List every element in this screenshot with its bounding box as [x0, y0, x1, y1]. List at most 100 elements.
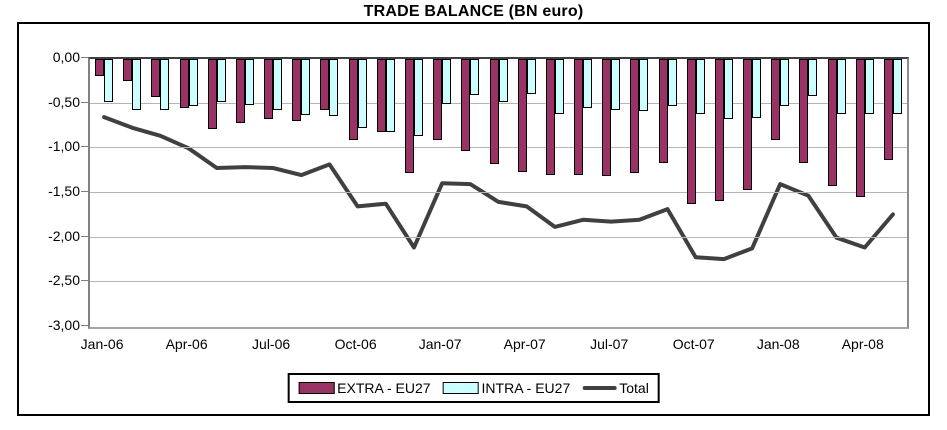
bar-intra-eu27 — [301, 59, 311, 115]
bar-extra-eu27 — [376, 59, 386, 132]
total-line-swatch-icon — [582, 386, 617, 390]
bar-intra-eu27 — [836, 59, 846, 114]
bar-intra-eu27 — [442, 59, 452, 104]
bar-extra-eu27 — [630, 59, 640, 173]
x-axis-label: Apr-08 — [841, 336, 884, 352]
legend-item-extra: EXTRA - EU27 — [298, 380, 431, 396]
legend-label-extra: EXTRA - EU27 — [337, 380, 431, 396]
x-axis-label: Jan-08 — [756, 336, 800, 352]
bar-extra-eu27 — [292, 59, 302, 121]
chart-title: TRADE BALANCE (BN euro) — [363, 3, 584, 20]
y-axis-labels: 0,00 -0,50 -1,00 -1,50 -2,00 -2,50 -3,00 — [14, 49, 80, 333]
bar-extra-eu27 — [433, 59, 443, 140]
bar-extra-eu27 — [574, 59, 584, 175]
bar-intra-eu27 — [639, 59, 649, 111]
bar-intra-eu27 — [695, 59, 705, 114]
y-axis-tick — [81, 57, 88, 58]
bar-intra-eu27 — [273, 59, 283, 110]
intra-eu27-swatch-icon — [442, 382, 479, 394]
x-axis-label: Oct-07 — [672, 336, 715, 352]
bar-intra-eu27 — [752, 59, 762, 118]
legend-item-intra: INTRA - EU27 — [442, 380, 570, 396]
bar-intra-eu27 — [104, 59, 114, 102]
y-axis-tick — [81, 101, 88, 103]
bar-extra-eu27 — [95, 59, 105, 76]
bar-intra-eu27 — [808, 59, 818, 96]
bar-intra-eu27 — [864, 59, 874, 114]
y-axis-tick — [81, 280, 88, 282]
bar-extra-eu27 — [151, 59, 161, 97]
bar-intra-eu27 — [385, 59, 395, 132]
x-axis-label: Jan-07 — [418, 336, 462, 352]
extra-eu27-swatch-icon — [298, 382, 335, 394]
y-axis-label: -1,50 — [48, 183, 80, 199]
x-axis-label: Jul-06 — [252, 336, 291, 352]
bar-intra-eu27 — [526, 59, 536, 94]
bar-intra-eu27 — [780, 59, 790, 106]
bar-extra-eu27 — [545, 59, 555, 175]
bar-extra-eu27 — [461, 59, 471, 151]
bar-extra-eu27 — [686, 59, 696, 204]
bar-extra-eu27 — [264, 59, 274, 119]
x-axis-label: Jan-06 — [80, 336, 124, 352]
y-axis-label: -0,50 — [48, 93, 80, 110]
bar-extra-eu27 — [320, 59, 330, 110]
y-axis-tick — [81, 191, 88, 192]
gridline — [90, 236, 907, 238]
bar-intra-eu27 — [611, 59, 621, 110]
bar-intra-eu27 — [188, 59, 198, 106]
gridline — [90, 192, 907, 193]
bar-extra-eu27 — [489, 59, 499, 164]
y-axis-label: 0,00 — [52, 49, 80, 65]
plot-area — [88, 57, 909, 329]
bar-intra-eu27 — [160, 59, 170, 110]
gridline — [90, 102, 907, 104]
legend: EXTRA - EU27 INTRA - EU27 Total — [287, 373, 660, 403]
bar-extra-eu27 — [743, 59, 753, 190]
bar-intra-eu27 — [554, 59, 564, 114]
x-axis-label: Apr-06 — [165, 336, 208, 352]
y-axis-label: -2,50 — [48, 272, 80, 289]
bar-intra-eu27 — [329, 59, 339, 116]
y-axis-label: -1,00 — [48, 138, 80, 155]
bar-extra-eu27 — [517, 59, 527, 172]
bar-intra-eu27 — [498, 59, 508, 102]
bar-extra-eu27 — [602, 59, 612, 176]
bar-intra-eu27 — [413, 59, 423, 136]
bar-extra-eu27 — [207, 59, 217, 129]
bar-extra-eu27 — [827, 59, 837, 186]
bar-intra-eu27 — [216, 59, 226, 102]
bar-extra-eu27 — [348, 59, 358, 140]
bar-extra-eu27 — [771, 59, 781, 140]
y-axis-ticks — [81, 57, 88, 327]
y-axis-tick — [81, 146, 88, 148]
bar-extra-eu27 — [658, 59, 668, 163]
y-axis-tick — [81, 235, 88, 237]
bar-intra-eu27 — [667, 59, 677, 106]
x-axis-label: Jul-07 — [590, 336, 629, 352]
bar-extra-eu27 — [714, 59, 724, 201]
legend-item-total: Total — [582, 380, 649, 396]
bar-intra-eu27 — [892, 59, 902, 114]
y-axis-label: -2,00 — [48, 227, 80, 244]
gridline — [90, 281, 907, 283]
x-axis-label: Oct-06 — [334, 336, 377, 352]
bar-intra-eu27 — [132, 59, 142, 110]
bar-intra-eu27 — [244, 59, 254, 105]
x-axis-label: Apr-07 — [503, 336, 546, 352]
bar-extra-eu27 — [404, 59, 414, 173]
bar-extra-eu27 — [179, 59, 189, 108]
gridline — [90, 147, 907, 149]
bar-extra-eu27 — [235, 59, 245, 123]
bar-intra-eu27 — [583, 59, 593, 108]
legend-label-total: Total — [619, 380, 649, 396]
y-axis-tick — [81, 325, 88, 326]
bar-extra-eu27 — [855, 59, 865, 197]
bar-intra-eu27 — [470, 59, 480, 95]
bar-extra-eu27 — [883, 59, 893, 160]
y-axis-label: -3,00 — [48, 317, 80, 333]
x-axis-labels: Jan-06 Apr-06 Jul-06 Oct-06 Jan-07 Apr-07 Jul-… — [81, 336, 905, 354]
bar-extra-eu27 — [799, 59, 809, 163]
bar-intra-eu27 — [723, 59, 733, 119]
bar-extra-eu27 — [123, 59, 133, 81]
